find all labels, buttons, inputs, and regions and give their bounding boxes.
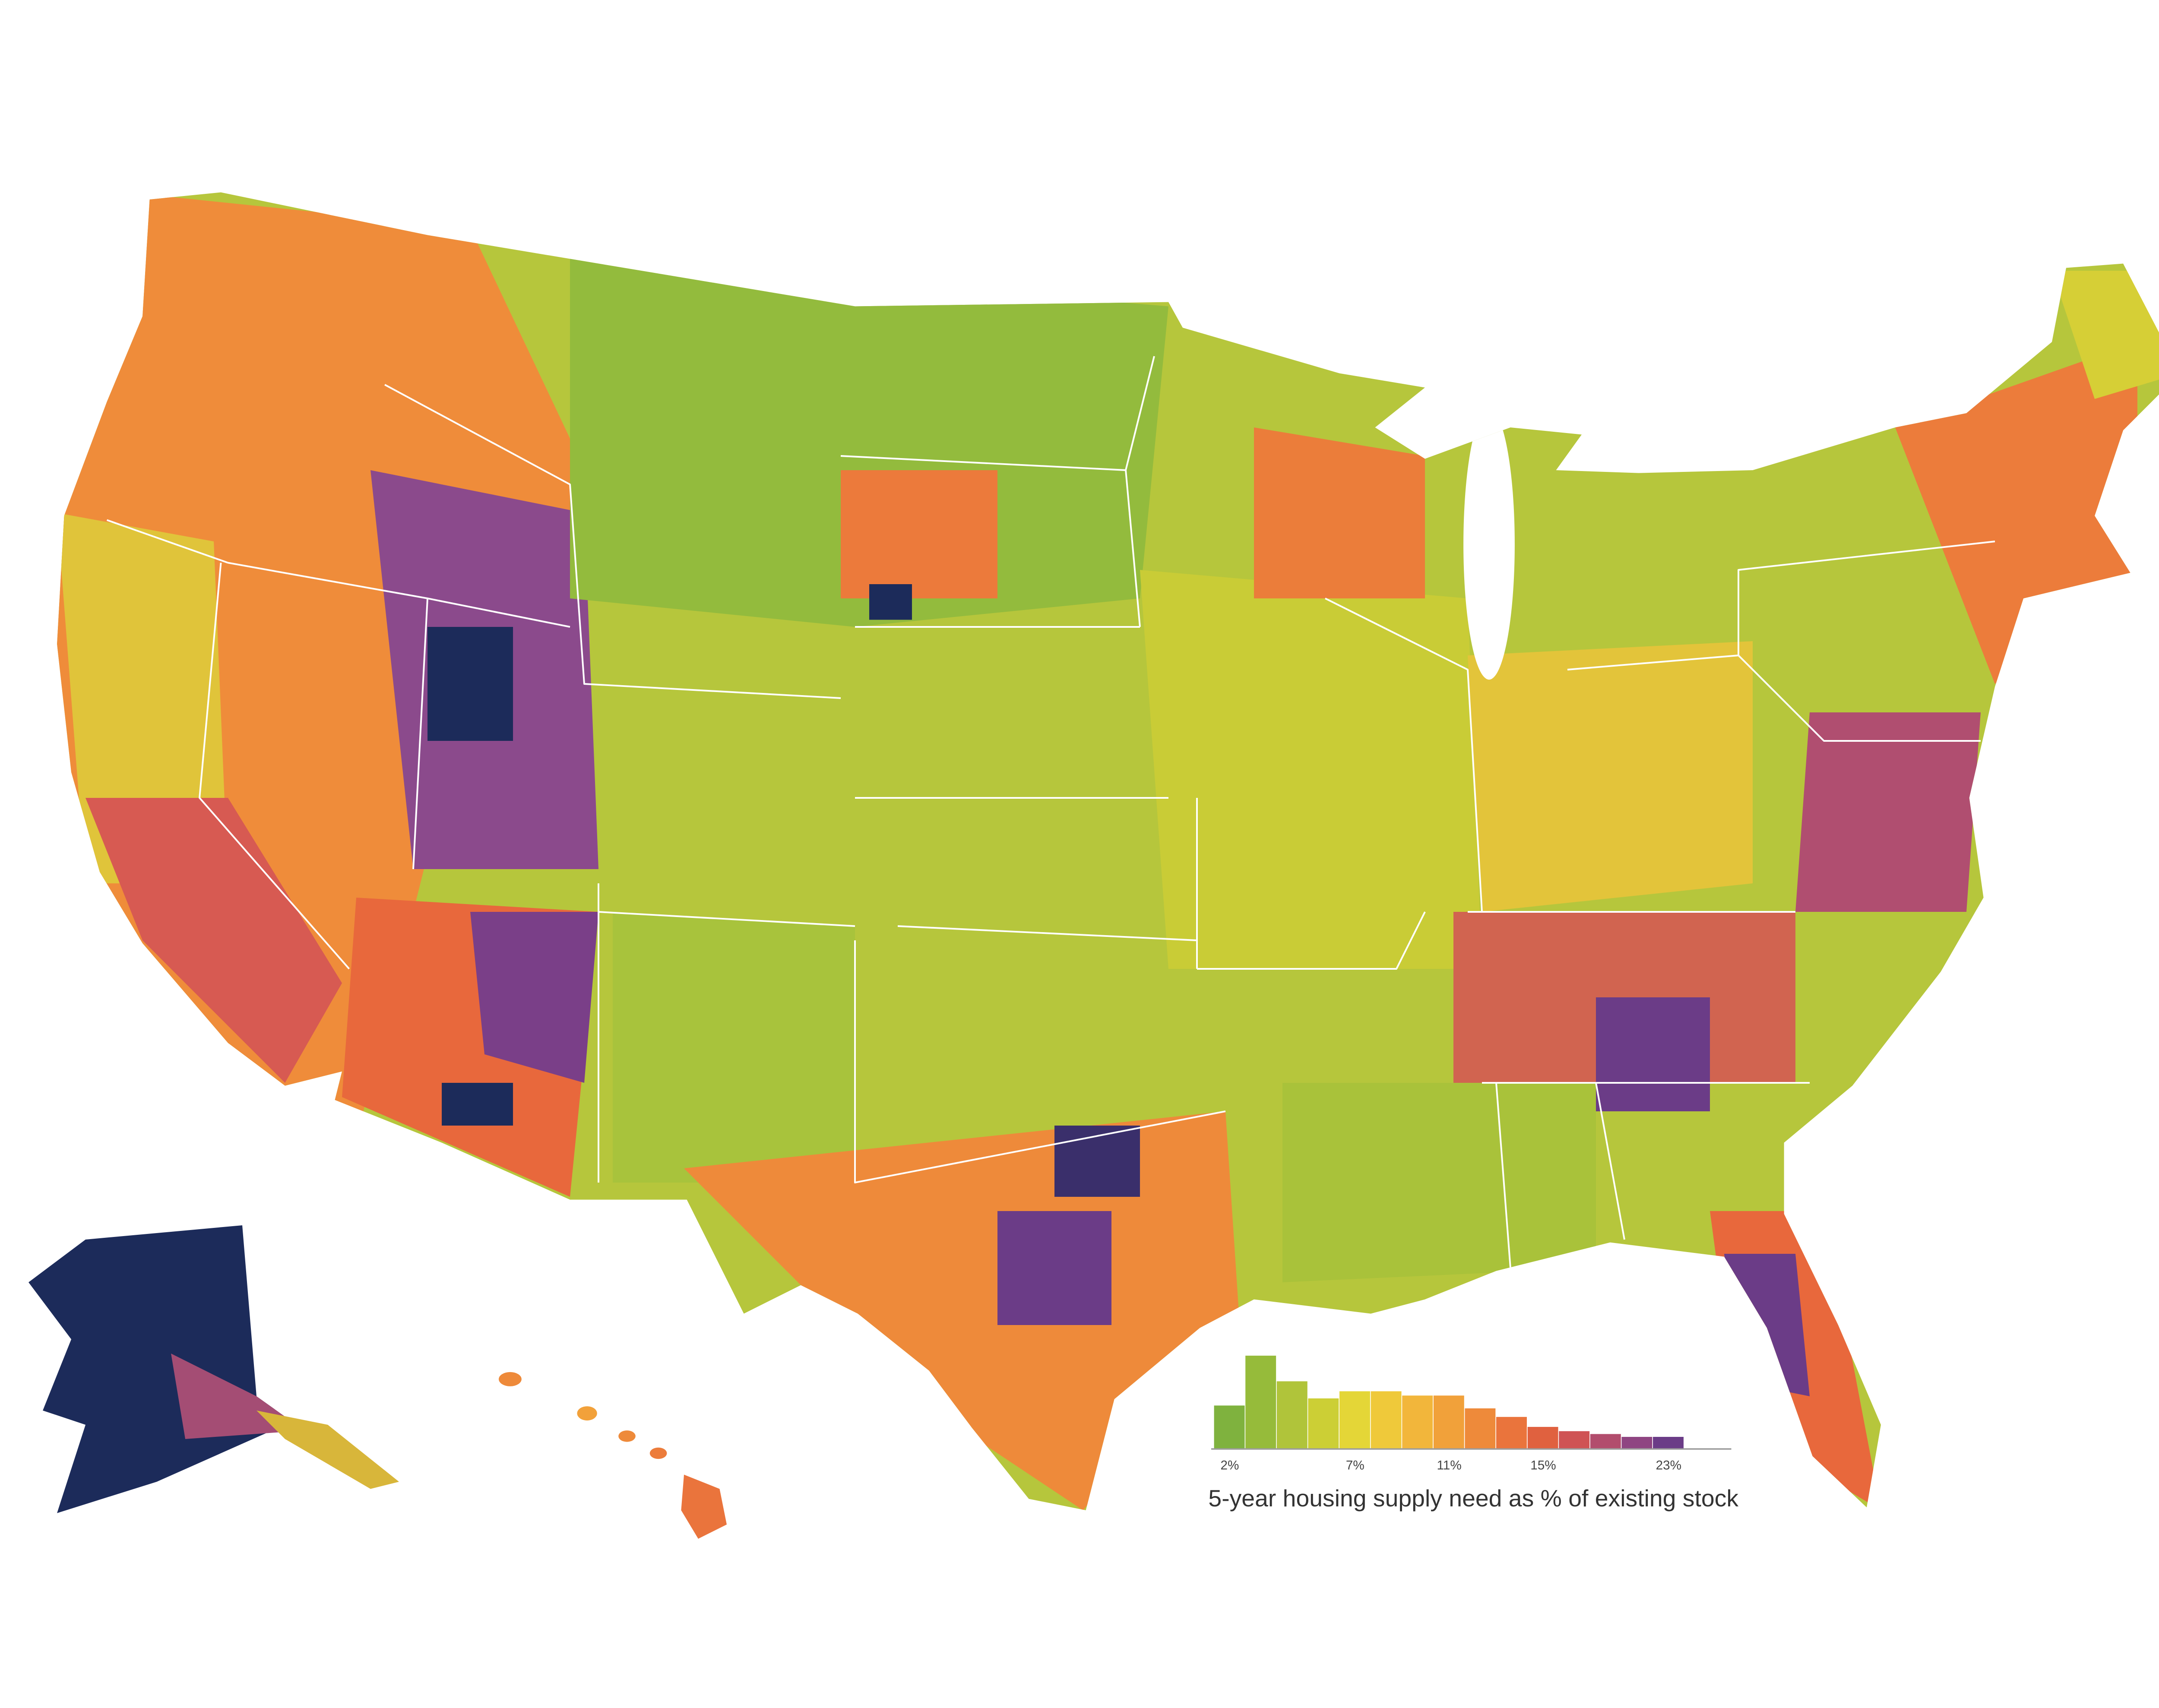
histogram-bar	[1527, 1426, 1558, 1449]
legend-tick-label: 11%	[1437, 1458, 1462, 1473]
hawaii-island	[649, 1447, 667, 1459]
legend: 5-year housing supply need as % of exist…	[1208, 1355, 1739, 1512]
virginia	[1795, 712, 1981, 912]
histogram-bar	[1245, 1355, 1276, 1449]
ohio-valley	[1468, 641, 1753, 912]
histogram-bar	[1433, 1395, 1464, 1449]
southwest-metro	[470, 911, 599, 1083]
texas	[684, 1111, 1240, 1510]
lake-michigan	[1463, 409, 1515, 680]
atlanta	[1596, 997, 1710, 1111]
legend-caption: 5-year housing supply need as % of exist…	[1208, 1485, 1738, 1512]
deep-south	[1282, 1082, 1596, 1282]
alaska-panhandle	[256, 1410, 399, 1489]
histogram-bar	[1308, 1398, 1339, 1449]
plains-metro	[869, 584, 912, 620]
plains-north	[570, 256, 1169, 627]
metro-region	[427, 626, 513, 741]
west-coast-region	[57, 512, 228, 883]
histogram-bar	[1339, 1391, 1370, 1449]
hawaii-island	[577, 1406, 597, 1421]
state-borders	[106, 356, 1995, 1268]
histogram-bar	[1465, 1408, 1496, 1449]
histogram-bar	[1276, 1381, 1307, 1449]
legend-tick-label: 7%	[1346, 1458, 1364, 1473]
phoenix	[442, 1082, 513, 1126]
hawaii-island	[618, 1430, 636, 1442]
legend-tick-label: 15%	[1530, 1458, 1556, 1473]
histogram-bar	[1402, 1395, 1433, 1449]
hawaii-island	[499, 1372, 522, 1386]
histogram-bar	[1653, 1437, 1684, 1449]
histogram-bar	[1559, 1431, 1590, 1449]
contiguous-us	[57, 192, 2159, 1510]
new-mexico	[613, 911, 855, 1183]
hawaii-big-island	[681, 1474, 727, 1539]
histogram-bar	[1590, 1434, 1621, 1449]
legend-tick-label: 2%	[1220, 1458, 1239, 1473]
dallas	[1054, 1125, 1140, 1197]
histogram-bar	[1371, 1391, 1402, 1449]
plains-patch	[841, 470, 998, 598]
wisconsin	[1254, 427, 1425, 598]
histogram-bar	[1214, 1405, 1245, 1449]
florida-metro	[1724, 1253, 1810, 1396]
midwest	[1140, 569, 1482, 969]
texas-metro	[997, 1211, 1112, 1325]
california-south	[85, 797, 342, 1083]
histogram-bar	[1496, 1417, 1527, 1449]
histogram-bar	[1621, 1437, 1652, 1449]
legend-tick-label: 23%	[1656, 1458, 1681, 1473]
